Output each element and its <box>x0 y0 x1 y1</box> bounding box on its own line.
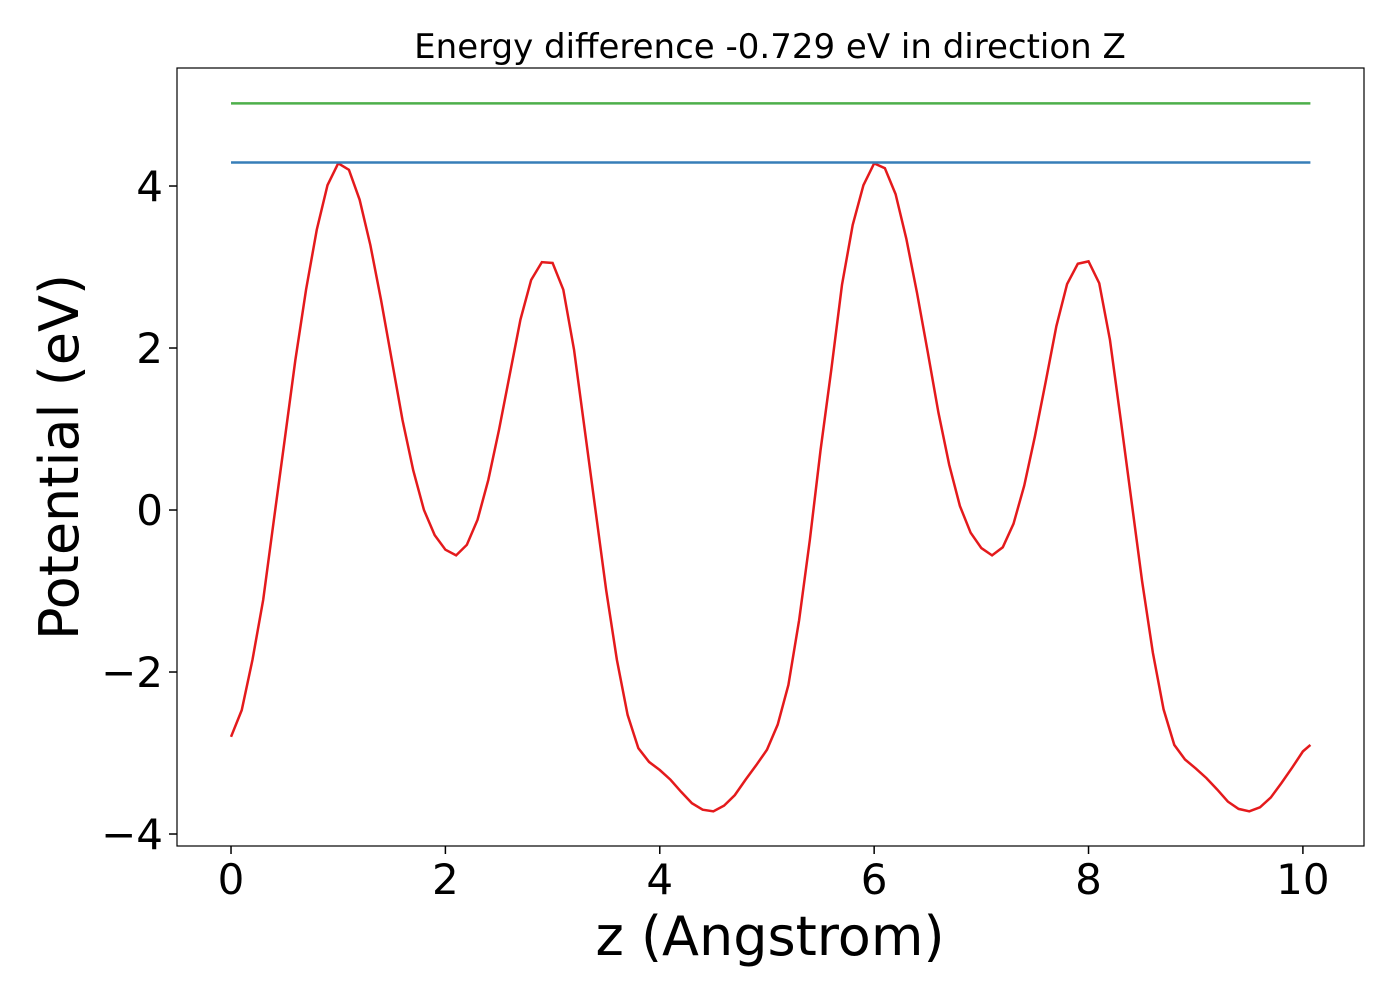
y-tick-label: 4 <box>136 162 163 211</box>
x-tick-label: 4 <box>646 855 673 904</box>
y-tick-label: 0 <box>136 486 163 535</box>
x-tick-label: 8 <box>1075 855 1102 904</box>
x-axis-label: z (Angstrom) <box>595 905 944 968</box>
y-tick-label: 2 <box>136 324 163 373</box>
y-axis-label: Potential (eV) <box>28 274 91 640</box>
x-tick-label: 6 <box>861 855 888 904</box>
x-tick-label: 2 <box>432 855 459 904</box>
plot-frame <box>176 67 1365 847</box>
y-tick-label: −2 <box>101 648 163 697</box>
x-tick-label: 10 <box>1276 855 1329 904</box>
chart-title: Energy difference -0.729 eV in direction… <box>414 27 1126 67</box>
line-series <box>229 161 1312 813</box>
y-tick-label: −4 <box>101 810 163 859</box>
x-tick-label: 0 <box>218 855 245 904</box>
